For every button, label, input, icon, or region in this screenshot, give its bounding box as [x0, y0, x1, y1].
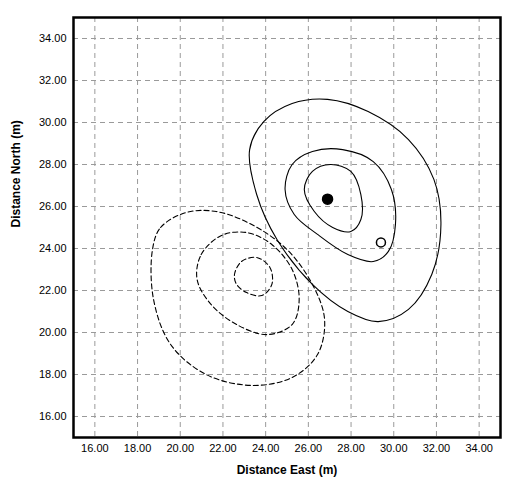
svg-text:16.00: 16.00 [39, 410, 67, 422]
svg-text:32.00: 32.00 [39, 74, 67, 86]
svg-text:18.00: 18.00 [124, 442, 152, 454]
svg-text:22.00: 22.00 [209, 442, 237, 454]
svg-text:30.00: 30.00 [380, 442, 408, 454]
svg-text:Distance North (m): Distance North (m) [9, 120, 23, 227]
svg-text:24.00: 24.00 [252, 442, 280, 454]
svg-text:Distance East (m): Distance East (m) [237, 463, 338, 477]
svg-text:34.00: 34.00 [465, 442, 493, 454]
svg-text:20.00: 20.00 [39, 326, 67, 338]
svg-text:28.00: 28.00 [337, 442, 365, 454]
svg-text:32.00: 32.00 [423, 442, 451, 454]
svg-text:18.00: 18.00 [39, 368, 67, 380]
svg-text:30.00: 30.00 [39, 116, 67, 128]
svg-text:26.00: 26.00 [295, 442, 323, 454]
svg-text:22.00: 22.00 [39, 284, 67, 296]
svg-text:28.00: 28.00 [39, 158, 67, 170]
svg-text:20.00: 20.00 [166, 442, 194, 454]
svg-text:34.00: 34.00 [39, 32, 67, 44]
svg-text:26.00: 26.00 [39, 200, 67, 212]
svg-text:16.00: 16.00 [81, 442, 109, 454]
svg-text:24.00: 24.00 [39, 242, 67, 254]
